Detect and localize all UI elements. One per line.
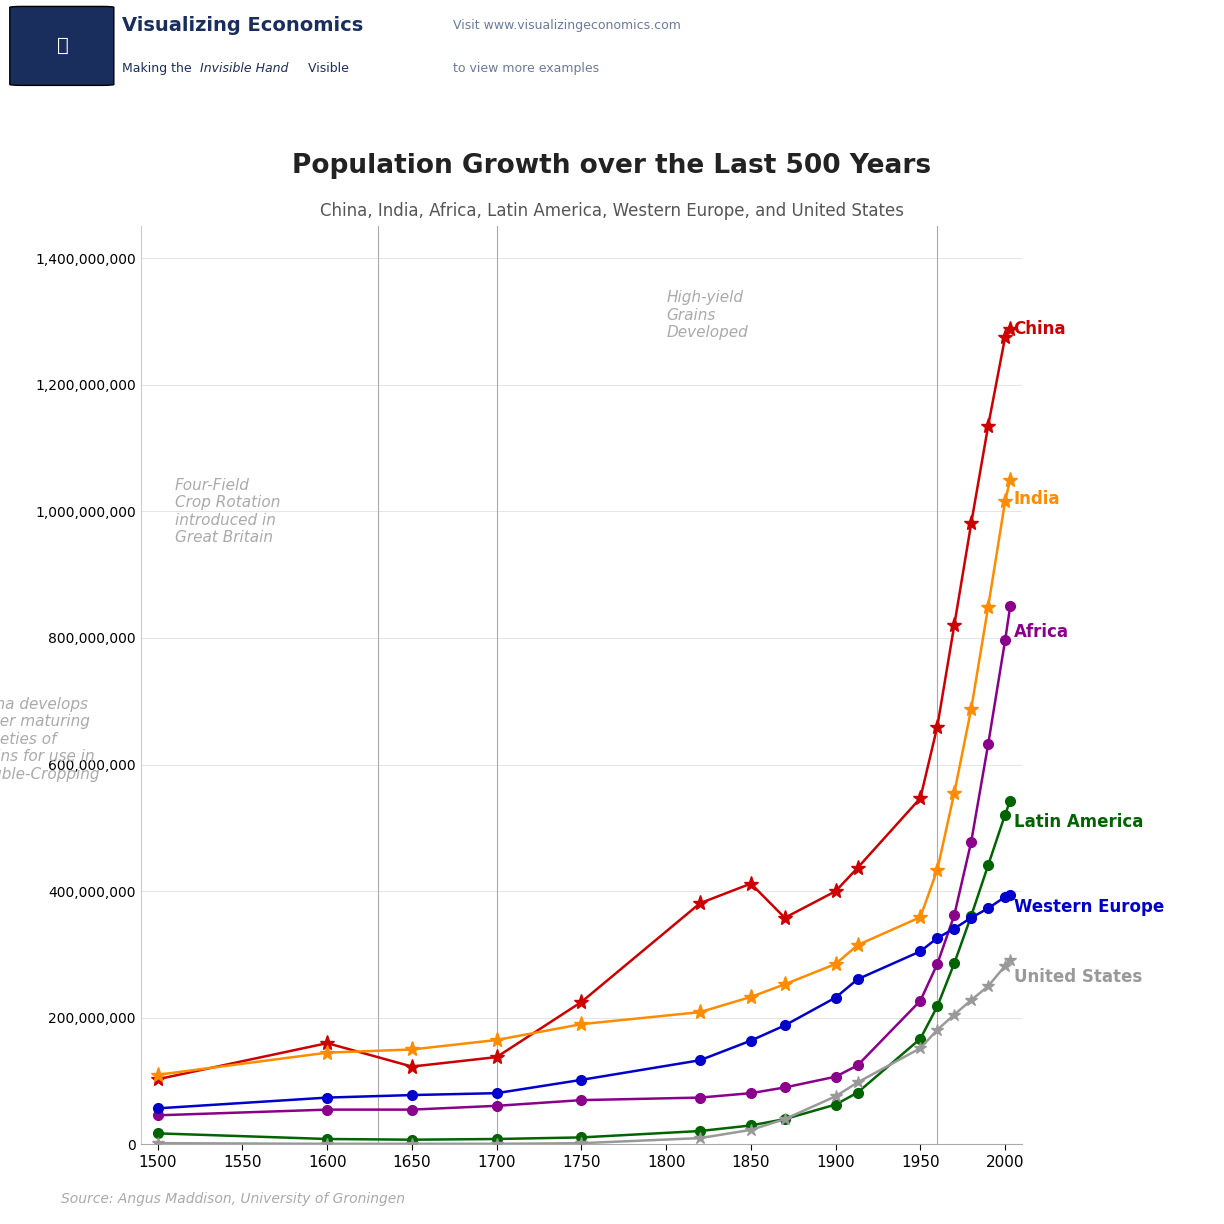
Text: China develops
faster maturing
varieties of
grains for use in
Double-Cropping: China develops faster maturing varieties… (0, 696, 100, 782)
Text: Invisible Hand: Invisible Hand (200, 62, 288, 76)
Text: to view more examples: to view more examples (453, 62, 599, 76)
Text: United States: United States (1013, 968, 1142, 985)
Text: Making the: Making the (122, 62, 196, 76)
Text: Visualizing Economics: Visualizing Economics (122, 16, 364, 35)
Text: Population Growth over the Last 500 Years: Population Growth over the Last 500 Year… (293, 153, 931, 179)
Text: High-yield
Grains
Developed: High-yield Grains Developed (666, 290, 748, 340)
Text: Visit www.visualizingeconomics.com: Visit www.visualizingeconomics.com (453, 20, 681, 32)
Text: Source: Angus Maddison, University of Groningen: Source: Angus Maddison, University of Gr… (61, 1192, 405, 1206)
FancyBboxPatch shape (10, 6, 114, 86)
Text: China: China (1013, 319, 1066, 338)
Text: Western Europe: Western Europe (1013, 898, 1164, 916)
Text: 👥: 👥 (56, 37, 69, 55)
Text: Latin America: Latin America (1013, 813, 1143, 831)
Text: India: India (1013, 490, 1060, 508)
Text: China, India, Africa, Latin America, Western Europe, and United States: China, India, Africa, Latin America, Wes… (319, 202, 905, 220)
Text: Visible: Visible (304, 62, 349, 76)
Text: Four-Field
Crop Rotation
introduced in
Great Britain: Four-Field Crop Rotation introduced in G… (175, 477, 280, 545)
Text: Africa: Africa (1013, 623, 1069, 640)
